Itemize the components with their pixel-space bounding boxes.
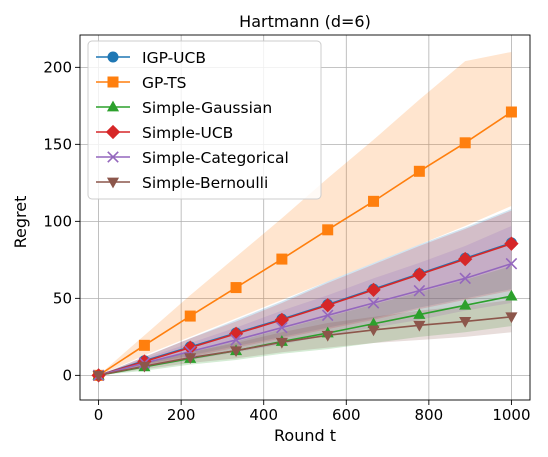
data-point <box>367 317 380 329</box>
y-tick-label: 50 <box>53 289 72 307</box>
data-point <box>504 236 519 251</box>
data-point <box>321 330 334 342</box>
series-markers-5 <box>92 312 518 382</box>
axis-ticks: 0 200 400 600 800 1000 0 50 100 150 200 <box>43 58 530 424</box>
data-point <box>505 106 517 118</box>
data-point <box>459 317 472 328</box>
data-point <box>184 310 196 322</box>
y-tick-label: 100 <box>43 212 72 230</box>
data-point <box>459 298 472 310</box>
series-line-5 <box>98 316 512 377</box>
x-axis-label: Round t <box>274 426 336 445</box>
data-point <box>505 312 518 324</box>
confidence-band-0 <box>98 209 512 376</box>
series-line-4 <box>98 262 512 377</box>
plot-frame <box>79 34 531 401</box>
legend-entry-2: Simple-Gaussian <box>96 99 272 117</box>
series-lines <box>98 111 512 377</box>
data-point <box>459 137 471 149</box>
data-point <box>183 340 198 355</box>
data-point <box>276 321 288 334</box>
data-point <box>413 320 426 332</box>
data-point <box>367 325 380 337</box>
data-point <box>320 298 335 313</box>
x-tick-label: 1000 <box>492 406 530 424</box>
legend-marker <box>107 151 119 163</box>
data-point <box>275 337 288 349</box>
legend-entry-4: Simple-Categorical <box>96 149 289 167</box>
legend-label: Simple-Gaussian <box>142 99 272 117</box>
y-tick-label: 150 <box>43 135 72 153</box>
data-point <box>412 267 427 282</box>
data-point <box>276 253 288 265</box>
data-point <box>458 251 473 267</box>
data-point <box>413 308 426 319</box>
x-tick-label: 800 <box>415 406 444 424</box>
confidence-band-1 <box>98 51 512 376</box>
x-tick-label: 400 <box>249 406 278 424</box>
data-point <box>321 309 334 322</box>
legend-marker <box>107 76 119 88</box>
series-line-3 <box>98 242 512 377</box>
legend-entry-5: Simple-Bernoulli <box>96 174 268 192</box>
legend-marker <box>106 177 120 189</box>
data-point <box>92 370 105 382</box>
series-markers <box>91 106 519 383</box>
y-tick-label: 200 <box>43 58 72 76</box>
data-point <box>230 334 242 346</box>
legend-entry-3: Simple-UCB <box>96 124 233 142</box>
data-point <box>184 353 197 364</box>
x-tick-label: 600 <box>332 406 361 424</box>
legend-entry-0: IGP-UCB <box>96 49 206 67</box>
data-point <box>505 289 518 301</box>
legend-box <box>87 40 322 200</box>
data-point <box>230 282 242 294</box>
legend-label: Simple-Bernoulli <box>142 174 268 192</box>
legend-marker <box>106 100 120 112</box>
data-point <box>459 272 471 285</box>
legend-marker <box>105 124 121 140</box>
legend-label: Simple-UCB <box>142 124 233 142</box>
legend-label: IGP-UCB <box>142 49 206 67</box>
data-point <box>228 326 244 341</box>
data-point <box>138 361 151 373</box>
data-point <box>505 257 518 270</box>
data-point <box>413 284 426 297</box>
data-point <box>367 297 380 309</box>
y-axis-label: Regret <box>11 196 30 249</box>
confidence-band-3 <box>98 210 512 376</box>
data-point <box>230 346 243 358</box>
x-tick-label: 0 <box>94 406 104 424</box>
data-point <box>413 165 425 177</box>
data-point <box>366 282 381 298</box>
data-point <box>368 195 380 207</box>
y-tick-label: 0 <box>62 366 72 384</box>
legend-label: Simple-Categorical <box>142 149 289 167</box>
chart-title: Hartmann (d=6) <box>239 12 371 31</box>
series-line-1 <box>98 111 512 377</box>
x-tick-label: 200 <box>167 406 196 424</box>
legend-entry-1: GP-TS <box>96 74 187 92</box>
legend-label: GP-TS <box>142 74 187 92</box>
data-point <box>138 339 150 351</box>
legend-marker <box>107 51 119 63</box>
data-point <box>322 224 334 236</box>
legend: IGP-UCB GP-TS Simple-Gaussian Simple-UCB Sim… <box>87 40 322 200</box>
